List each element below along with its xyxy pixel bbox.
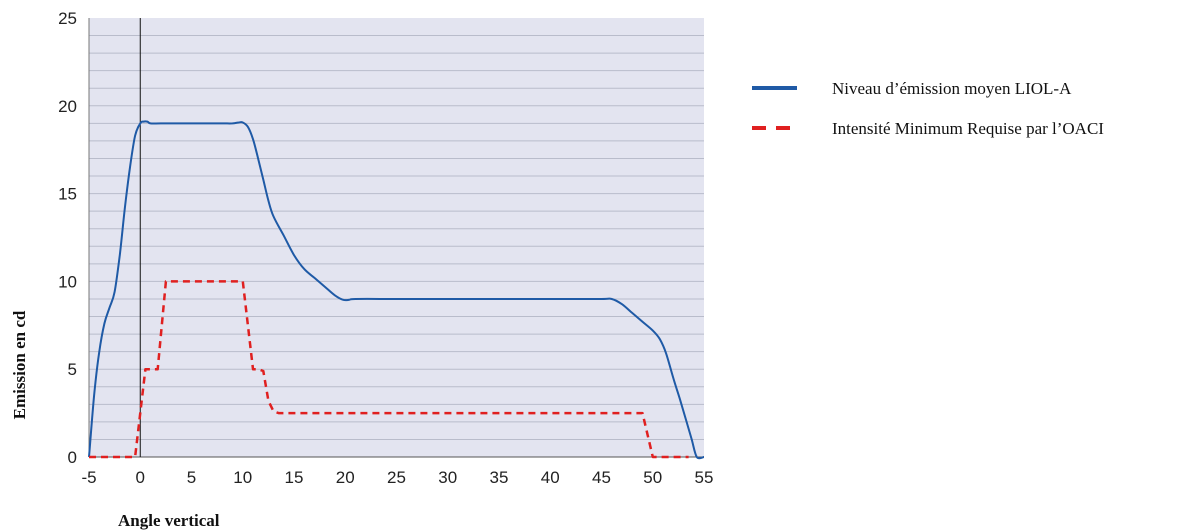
x-tick-label: 50 [643,468,662,487]
x-tick-label: 15 [285,468,304,487]
series-line-oaci [89,280,689,459]
x-axis-title: Angle vertical [118,511,220,530]
y-axis-title: Emission en cd [10,310,29,419]
x-tick-label: 0 [136,468,145,487]
x-tick-label: 55 [695,468,714,487]
series-line-liol [88,120,705,460]
x-tick-label: 20 [336,468,355,487]
x-tick-label: 40 [541,468,560,487]
x-tick-label: -5 [81,468,96,487]
legend-label-liol: Niveau d’émission moyen LIOL-A [832,79,1072,98]
axes [88,18,704,458]
legend-label-oaci: Intensité Minimum Requise par l’OACI [832,119,1104,138]
x-tick-label: 10 [233,468,252,487]
x-tick-label: 30 [438,468,457,487]
x-tick-label: 5 [187,468,196,487]
y-tick-label: 0 [68,448,77,467]
y-tick-label: 20 [58,97,77,116]
y-tick-label: 10 [58,272,77,291]
series-group [88,120,705,460]
x-tick-label: 45 [592,468,611,487]
y-tick-label: 5 [68,360,77,379]
grid [89,35,704,440]
y-tick-label: 15 [58,185,77,204]
x-tick-label: 25 [387,468,406,487]
y-tick-label: 25 [58,9,77,28]
legend: Niveau d’émission moyen LIOL-A Intensité… [752,79,1104,138]
plot-area-background [89,18,704,457]
x-tick-label: 35 [490,468,509,487]
